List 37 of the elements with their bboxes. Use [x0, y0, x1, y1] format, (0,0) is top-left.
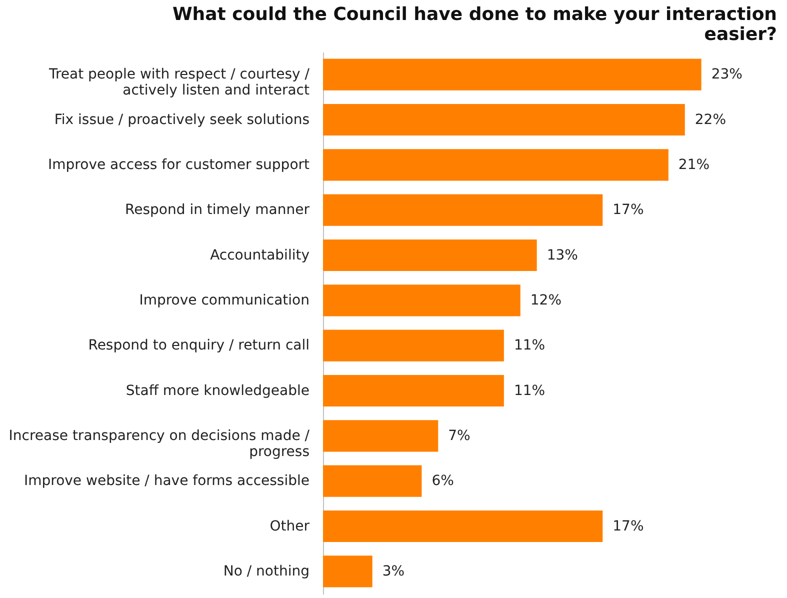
- data-label: 6%: [432, 473, 454, 490]
- bar: [323, 284, 520, 316]
- bar: [323, 330, 504, 362]
- data-label: 13%: [546, 247, 578, 264]
- y-tick-label: Staff more knowledgeable: [126, 382, 310, 399]
- y-tick-label: Fix issue / proactively seek solutions: [54, 112, 310, 128]
- y-tick-label: Treat people with respect / courtesy / actively listen and interact: [48, 66, 310, 99]
- bar: [323, 149, 668, 181]
- data-label: 17%: [612, 518, 644, 534]
- bar: [323, 104, 685, 136]
- bar: [323, 374, 504, 407]
- y-tick-label: Respond to enquiry / return call: [88, 338, 310, 354]
- y-tick-label: No / nothing: [223, 563, 310, 580]
- y-tick-label: Increase transparency on decisions made / progress: [8, 428, 310, 460]
- bar: [323, 239, 537, 272]
- bar: [323, 58, 702, 90]
- data-label: 11%: [514, 338, 546, 354]
- data-label: 3%: [382, 563, 405, 580]
- data-label: 21%: [678, 156, 710, 173]
- data-label: 12%: [530, 292, 562, 308]
- bar: [323, 465, 422, 497]
- y-tick-label: Respond in timely manner: [125, 202, 310, 218]
- y-tick-label: Improve communication: [139, 292, 310, 308]
- bar: [323, 556, 372, 588]
- data-label: 22%: [694, 112, 726, 128]
- bar: [323, 420, 438, 452]
- y-tick-label: Improve access for customer support: [48, 156, 310, 173]
- data-label: 11%: [514, 382, 546, 399]
- data-label: 17%: [612, 202, 644, 218]
- data-label: 7%: [448, 428, 470, 444]
- data-label: 23%: [711, 66, 742, 83]
- y-tick-label: Improve website / have forms accessible: [24, 473, 310, 490]
- bar: [323, 510, 603, 542]
- y-tick-label: Accountability: [210, 247, 310, 264]
- bar: [323, 194, 603, 226]
- y-tick-label: Other: [270, 518, 310, 534]
- chart-title: What could the Council have done to make your interaction easier?: [172, 4, 777, 45]
